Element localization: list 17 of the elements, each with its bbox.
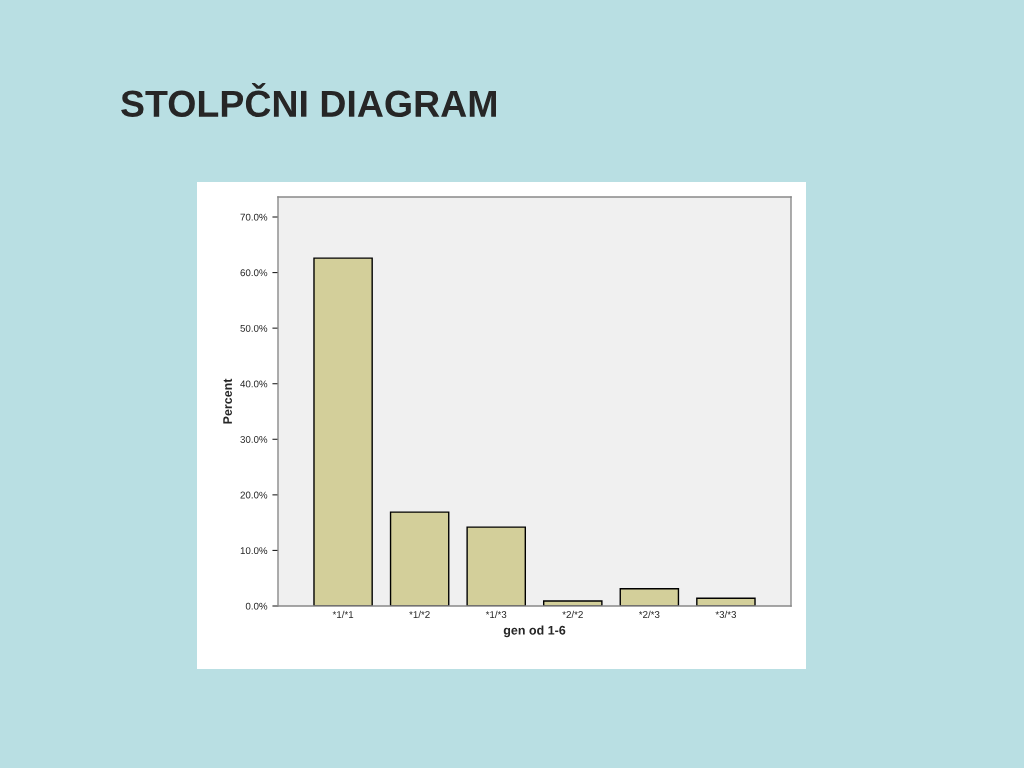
x-tick-label: *1/*3 (485, 610, 507, 618)
y-tick-label: 70.0% (240, 213, 268, 221)
y-tick-label: 20.0% (240, 491, 268, 499)
y-tick-label: 10.0% (240, 547, 268, 555)
x-tick-label: *1/*1 (332, 610, 354, 618)
x-tick-label: *2/*2 (562, 610, 583, 618)
y-tick-label: 0.0% (245, 602, 268, 610)
y-tick-label: 30.0% (240, 436, 268, 443)
x-axis-title: gen od 1-6 (503, 625, 566, 638)
chart-title: STOLPČNI DIAGRAM (121, 83, 496, 118)
x-tick-label: *1/*2 (409, 610, 430, 618)
x-tick-label: *3/*3 (715, 610, 737, 618)
y-tick-label: 60.0% (240, 269, 268, 277)
x-tick-label: *2/*3 (638, 610, 660, 618)
y-tick-label: 50.0% (240, 324, 268, 332)
y-axis-title: Percent (223, 378, 232, 424)
y-tick-label: 40.0% (240, 380, 268, 388)
